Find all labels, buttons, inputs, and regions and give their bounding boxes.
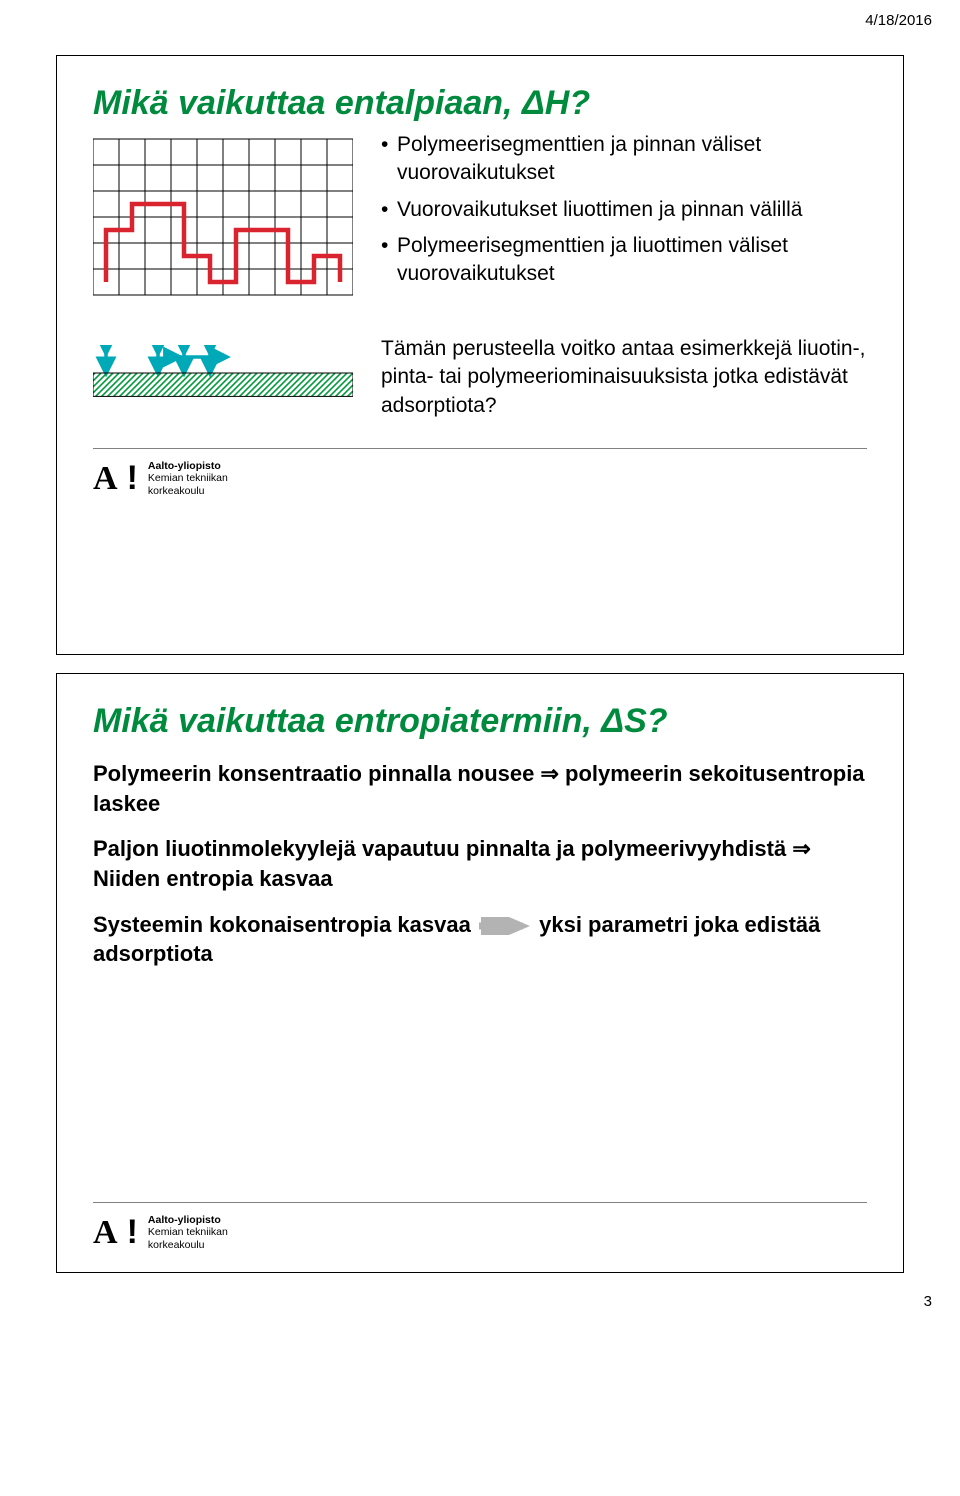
slide1-divider [93, 448, 867, 449]
aalto-logo-text-2: Aalto-yliopisto Kemian tekniikan korkeak… [148, 1214, 228, 1252]
page-footer: 3 [0, 1293, 960, 1323]
slide1-body: Polymeerisegmenttien ja pinnan väliset v… [93, 131, 867, 311]
aalto-a-icon-2: A [93, 1216, 117, 1250]
slide2-line2: Paljon liuotinmolekyylejä vapautuu pinna… [93, 834, 867, 893]
l2a: Paljon liuotinmolekyylejä vapautuu pinna… [93, 836, 792, 861]
slide1-conclusion: Tämän perusteella voitko antaa esimerkke… [381, 335, 867, 420]
logo2-line1: Aalto-yliopisto [148, 1214, 228, 1227]
logo-line1: Aalto-yliopisto [148, 460, 228, 473]
aalto-logo-text: Aalto-yliopisto Kemian tekniikan korkeak… [148, 460, 228, 498]
aalto-a-icon: A [93, 462, 117, 496]
logo2-line2: Kemian tekniikan [148, 1226, 228, 1239]
l2b: Niiden entropia kasvaa [93, 866, 333, 891]
aalto-exclaim-icon: ! [127, 459, 138, 498]
slide1-title-prefix: Mikä vaikuttaa entalpiaan, [93, 84, 522, 122]
aalto-logo-2: A! Aalto-yliopisto Kemian tekniikan kork… [93, 1213, 867, 1252]
right-arrow-icon [477, 917, 533, 935]
bullet-1: Polymeerisegmenttien ja pinnan väliset v… [381, 131, 867, 188]
slide2-body: Polymeerin konsentraatio pinnalla nousee… [93, 759, 867, 969]
slide2-title-prefix: Mikä vaikuttaa entropiatermiin, [93, 702, 601, 740]
slide2-line3: Systeemin kokonaisentropia kasvaa yksi p… [93, 910, 867, 969]
slide1-diagram-top [93, 131, 353, 311]
bullet-2: Vuorovaikutukset liuottimen ja pinnan vä… [381, 196, 867, 224]
implies-icon-2: ⇒ [792, 836, 810, 861]
page-number: 3 [924, 1293, 932, 1310]
slide1-lower: Tämän perusteella voitko antaa esimerkke… [93, 335, 867, 420]
slide2-divider [93, 1202, 867, 1203]
slide1-diagram-bottom [93, 345, 353, 410]
polymer-hatch-diagram [93, 345, 353, 405]
aalto-logo: A! Aalto-yliopisto Kemian tekniikan kork… [93, 459, 867, 498]
slide-2: Mikä vaikuttaa entropiatermiin, ΔS? Poly… [56, 673, 904, 1273]
slide2-title: Mikä vaikuttaa entropiatermiin, ΔS? [93, 702, 867, 741]
polymer-grid-diagram [93, 131, 353, 306]
l1a: Polymeerin konsentraatio pinnalla nousee [93, 761, 540, 786]
page-date: 4/18/2016 [0, 0, 960, 37]
implies-icon-1: ⇒ [540, 761, 558, 786]
slide1-title-term: ΔH? [522, 84, 590, 122]
slide2-title-term: ΔS? [601, 702, 667, 740]
aalto-exclaim-icon-2: ! [127, 1213, 138, 1252]
slide2-line1: Polymeerin konsentraatio pinnalla nousee… [93, 759, 867, 818]
logo-line2: Kemian tekniikan [148, 472, 228, 485]
slide1-title: Mikä vaikuttaa entalpiaan, ΔH? [93, 84, 867, 123]
logo2-line3: korkeakoulu [148, 1239, 228, 1252]
slide-1: Mikä vaikuttaa entalpiaan, ΔH? Polymeeri… [56, 55, 904, 655]
l3a: Systeemin kokonaisentropia kasvaa [93, 912, 471, 937]
bullet-3: Polymeerisegmenttien ja liuottimen välis… [381, 232, 867, 289]
logo-line3: korkeakoulu [148, 485, 228, 498]
slide1-bullets: Polymeerisegmenttien ja pinnan väliset v… [381, 131, 867, 311]
